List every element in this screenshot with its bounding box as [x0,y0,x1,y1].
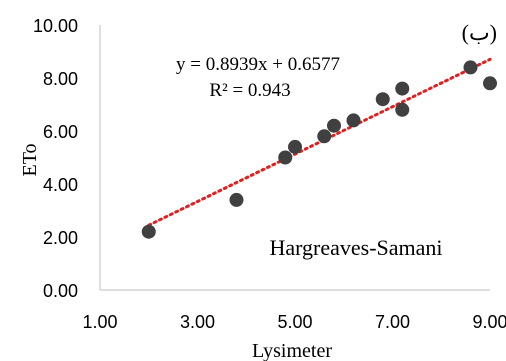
data-point [278,150,293,165]
data-point [346,113,361,128]
x-axis-label: Lysimeter [252,340,332,361]
y-tick-labels: 0.00 2.00 4.00 6.00 8.00 10.00 [33,16,78,301]
method-label: Hargreaves-Samani [269,235,442,260]
trendline-equation: y = 0.8939x + 0.6577 [176,54,340,75]
y-tick-label: 4.00 [43,175,78,195]
data-point [327,118,341,133]
data-point [483,76,497,91]
y-axis-label: ETo [19,143,41,176]
axes [99,25,490,291]
data-point [395,81,410,96]
y-tick-label: 8.00 [43,69,78,89]
data-point [463,60,478,75]
data-point [141,224,156,239]
r-squared-label: R² = 0.943 [209,80,290,101]
y-tick-label: 10.00 [33,16,78,36]
data-points [141,60,497,239]
x-tick-label: 9.00 [472,312,506,332]
data-point [288,139,302,154]
data-point [375,92,390,107]
x-tick-label: 3.00 [180,312,215,332]
x-tick-label: 1.00 [82,312,117,332]
x-tick-label: 7.00 [375,312,410,332]
trendline [147,57,492,227]
data-point [229,192,244,207]
data-point [317,129,332,144]
y-tick-label: 2.00 [43,228,78,248]
data-point [395,102,410,117]
trendline-group [147,57,492,227]
y-tick-label: 6.00 [43,122,78,142]
x-tick-label: 5.00 [277,312,312,332]
y-tick-label: 0.00 [43,281,78,301]
x-tick-labels: 1.00 3.00 5.00 7.00 9.00 [82,312,506,332]
panel-label: (ب) [462,20,497,45]
